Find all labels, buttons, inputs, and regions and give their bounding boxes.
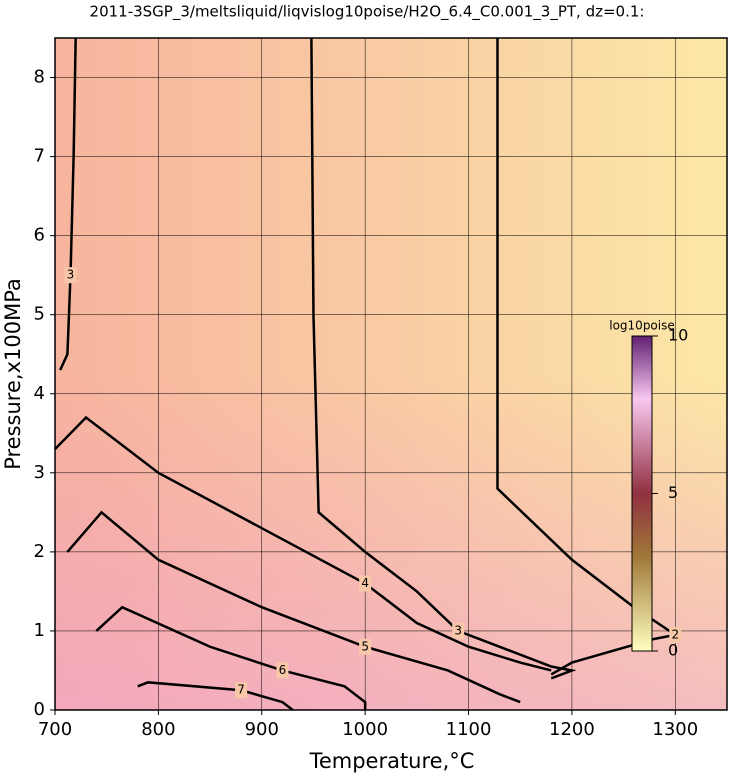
y-tick-label: 8 [34,67,45,88]
contour-label: 3 [454,623,462,637]
y-tick-label: 0 [34,699,45,720]
contour-label-bg [64,267,77,284]
y-tick-label: 3 [34,462,45,483]
contour-label: 4 [361,576,369,590]
colorbar-tick-label: 5 [668,483,678,502]
colorbar-tick-label: 0 [668,641,678,660]
y-axis-label: Pressure,x100MPa [1,278,25,470]
contour-label: 7 [237,683,245,697]
contour-label: 5 [361,639,369,653]
contours: 2 3 3 4 5 6 7 [54,37,682,711]
colorbar-tick-label: 10 [668,326,688,345]
contour-label-bg [669,626,682,643]
x-tick-label: 1300 [652,719,698,740]
y-tick-label: 5 [34,304,45,325]
x-tick-label: 1100 [446,719,492,740]
plot-frame [54,37,728,711]
contour-label: 2 [671,627,679,641]
x-tick-label: 800 [141,719,175,740]
y-tick-label: 7 [34,146,45,167]
colorbar-label: log10poise [609,319,675,333]
contour-line [66,510,521,704]
contour-label: 3 [67,268,75,282]
colorbar [631,335,653,652]
contour-label-bg [235,682,248,699]
contour-label-bg [452,622,465,639]
contour-label-bg [276,662,289,679]
y-tick-label: 1 [34,620,45,641]
y-tick-label: 2 [34,541,45,562]
chart-title: 2011-3SGP_3/meltsliquid/liqvislog10poise… [90,3,645,22]
x-tick-label: 1000 [342,719,388,740]
x-tick-label: 900 [245,719,279,740]
y-tick-label: 4 [34,383,45,404]
x-tick-label: 1200 [549,719,595,740]
contour-label: 6 [279,663,287,677]
contour-line [310,37,577,680]
x-axis-label: Temperature,°C [309,749,475,773]
contour-label-bg [359,575,372,592]
y-tick-label: 6 [34,225,45,246]
contour-label-bg [359,638,372,655]
x-tick-label: 700 [38,719,72,740]
field-shade [55,38,727,710]
